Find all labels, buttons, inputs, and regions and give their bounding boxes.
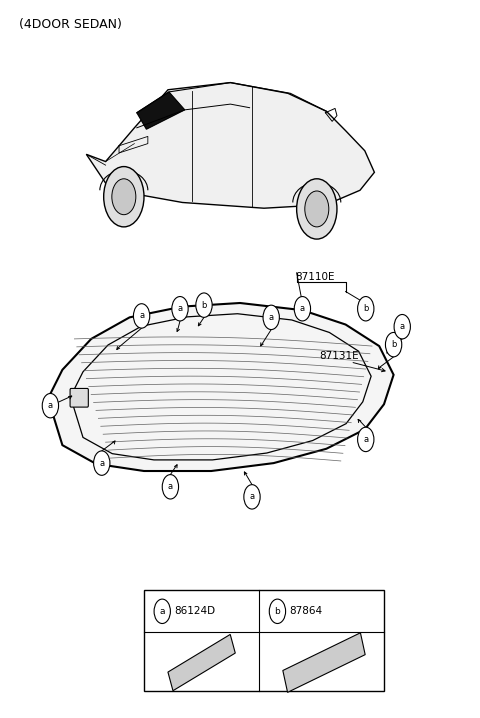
Text: b: b	[201, 301, 207, 309]
Text: a: a	[159, 607, 165, 616]
Circle shape	[394, 314, 410, 339]
Text: a: a	[99, 459, 104, 467]
Text: 87110E: 87110E	[295, 272, 335, 282]
Text: a: a	[178, 304, 182, 313]
Text: a: a	[250, 493, 254, 501]
Circle shape	[154, 599, 170, 623]
Circle shape	[294, 297, 311, 321]
Text: a: a	[269, 313, 274, 322]
Text: a: a	[139, 312, 144, 320]
Circle shape	[358, 297, 374, 321]
FancyBboxPatch shape	[144, 590, 384, 691]
Circle shape	[133, 304, 150, 328]
Circle shape	[297, 179, 337, 239]
Text: 87131E: 87131E	[319, 351, 359, 361]
Text: b: b	[275, 607, 280, 616]
Circle shape	[196, 293, 212, 317]
Circle shape	[112, 179, 136, 215]
Circle shape	[104, 167, 144, 227]
Text: 86124D: 86124D	[174, 606, 215, 616]
Text: a: a	[48, 401, 53, 410]
Circle shape	[385, 332, 402, 357]
Text: a: a	[363, 435, 368, 444]
Polygon shape	[137, 92, 185, 129]
Text: a: a	[400, 322, 405, 331]
Polygon shape	[48, 303, 394, 471]
Text: a: a	[300, 304, 305, 313]
Circle shape	[42, 393, 59, 418]
Text: (4DOOR SEDAN): (4DOOR SEDAN)	[19, 18, 122, 31]
Circle shape	[94, 451, 110, 475]
Polygon shape	[168, 635, 235, 691]
Circle shape	[244, 485, 260, 509]
Text: 87864: 87864	[289, 606, 322, 616]
Text: b: b	[363, 304, 369, 313]
Circle shape	[269, 599, 286, 623]
Polygon shape	[283, 633, 365, 692]
Text: a: a	[168, 482, 173, 491]
Circle shape	[162, 475, 179, 499]
Polygon shape	[86, 83, 374, 208]
FancyBboxPatch shape	[70, 388, 88, 407]
Polygon shape	[71, 314, 371, 460]
Circle shape	[305, 191, 329, 227]
Text: b: b	[391, 340, 396, 349]
Circle shape	[172, 297, 188, 321]
Circle shape	[358, 427, 374, 452]
Circle shape	[263, 305, 279, 330]
